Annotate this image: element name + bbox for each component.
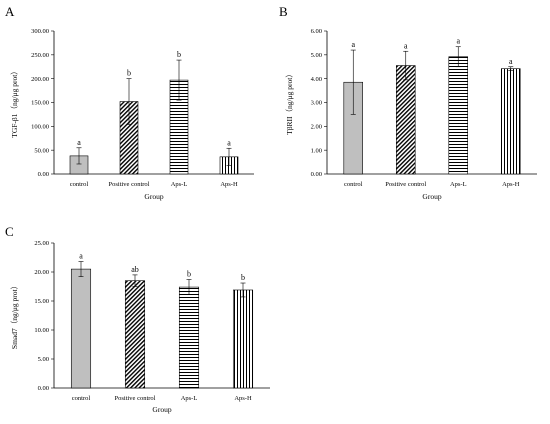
significance-label: ab — [131, 265, 139, 274]
significance-label: a — [77, 138, 81, 147]
y-tick-label: 5.00 — [38, 356, 49, 363]
bar-c-2 — [124, 280, 146, 389]
y-tick-label: 2.00 — [311, 124, 322, 131]
y-tick-label: 25.00 — [34, 240, 49, 247]
y-tick-label: 100.00 — [31, 124, 49, 131]
y-tick-label: 6.00 — [311, 28, 322, 35]
significance-label: a — [227, 138, 231, 147]
y-tick-label: 15.00 — [34, 298, 49, 305]
x-tick-label: Aps-H — [220, 181, 238, 188]
bar-b-3 — [448, 56, 468, 175]
panel-label: A — [5, 4, 15, 19]
y-tick-label: 250.00 — [31, 52, 49, 59]
y-tick-label: 10.00 — [34, 327, 49, 334]
y-tick-label: 300.00 — [31, 28, 49, 35]
y-axis-title: TGF-β1（ng/μg prot） — [10, 67, 19, 138]
chart-panel-b: B 0.00 1.00 2.00 3.00 4.00 5.00 6.00 TβRII（ng/μg… — [279, 4, 537, 201]
significance-label: b — [177, 50, 181, 59]
panel-label: C — [5, 224, 14, 239]
y-tick-label: 5.00 — [311, 52, 322, 59]
y-tick-label: 50.00 — [34, 147, 49, 154]
bar-c-1 — [70, 268, 92, 389]
x-tick-label: Aps-H — [234, 395, 252, 402]
y-axis-title: TβRII（ng/μg prot） — [285, 70, 294, 135]
significance-label: a — [351, 40, 355, 49]
y-tick-label: 0.00 — [38, 171, 49, 178]
x-tick-label: Aps-H — [502, 181, 520, 188]
y-tick-label: 150.00 — [31, 100, 49, 107]
y-tick-label: 1.00 — [311, 147, 322, 154]
panel-label: B — [279, 4, 288, 19]
bar-c-3 — [178, 286, 200, 389]
y-tick-label: 0.00 — [38, 385, 49, 392]
x-axis-title: Group — [422, 192, 441, 201]
significance-label: b — [241, 273, 245, 282]
significance-label: a — [404, 41, 408, 50]
y-tick-label: 0.00 — [311, 171, 322, 178]
bar-c-4 — [232, 289, 254, 389]
x-tick-label: Positive control — [115, 395, 156, 402]
y-tick-label: 20.00 — [34, 269, 49, 276]
y-tick-label: 4.00 — [311, 76, 322, 83]
x-tick-label: Positive control — [385, 181, 426, 188]
chart-panel-c: C 0.00 5.00 10.00 15.00 20.00 25.00 Smad7（ng/μg… — [5, 224, 270, 414]
x-tick-label: control — [70, 181, 89, 188]
chart-panel-a: A 0.00 50.00 100.00 150.00 200.00 250.00 300.00… — [5, 4, 254, 201]
x-tick-label: Aps-L — [181, 395, 198, 402]
significance-label: b — [187, 270, 191, 279]
significance-label: b — [127, 69, 131, 78]
significance-label: a — [456, 37, 460, 46]
y-axis-title: Smad7（ng/μg prot） — [10, 282, 19, 349]
y-tick-label: 3.00 — [311, 100, 322, 107]
x-tick-label: Aps-L — [171, 181, 188, 188]
x-tick-label: Aps-L — [450, 181, 467, 188]
bar-b-2 — [395, 65, 416, 175]
x-tick-label: control — [72, 395, 91, 402]
y-tick-label: 200.00 — [31, 76, 49, 83]
x-axis-title: Group — [144, 192, 163, 201]
significance-label: a — [509, 57, 513, 66]
x-tick-label: Positive control — [109, 181, 150, 188]
significance-label: a — [79, 252, 83, 261]
x-tick-label: control — [344, 181, 363, 188]
bar-b-4 — [500, 68, 521, 175]
x-axis-title: Group — [152, 405, 171, 414]
